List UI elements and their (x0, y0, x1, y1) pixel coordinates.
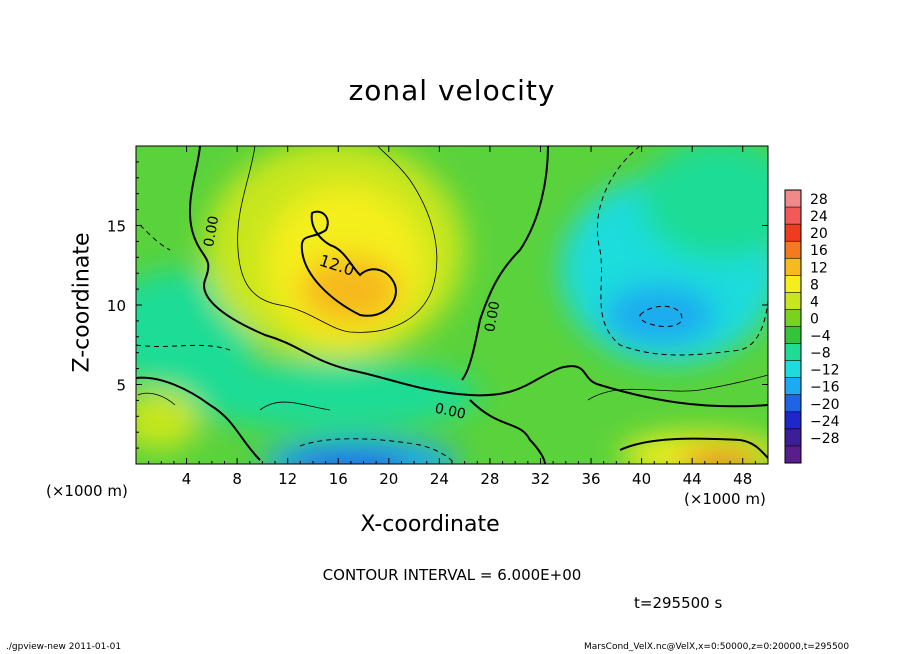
colorbar-label: −12 (810, 363, 840, 379)
negative-contours (136, 146, 768, 464)
colorbar-label: 16 (810, 243, 828, 259)
colorbar-label: 28 (810, 192, 828, 208)
colorbar-swatch (785, 190, 801, 208)
colorbar-swatch (785, 377, 801, 396)
x-tick-label: 8 (232, 470, 242, 488)
colorbar-swatch (785, 275, 801, 293)
chart-title: zonal velocity (348, 74, 556, 107)
colorbar-label: −24 (810, 414, 840, 430)
colorbar-swatch (785, 343, 801, 362)
x-unit-left: (×1000 m) (46, 482, 128, 500)
colorbar-swatch (785, 241, 801, 259)
contour-interval: CONTOUR INTERVAL = 6.000E+00 (322, 566, 582, 584)
colorbar-label: 12 (810, 260, 828, 276)
colorbar-swatch (785, 224, 801, 242)
x-tick-label: 36 (581, 470, 600, 488)
y-axis-ticks: 5 10 15 (107, 161, 768, 449)
x-tick-label: 32 (531, 470, 550, 488)
y-tick-label: 15 (107, 218, 126, 236)
colorbar-swatch (785, 428, 801, 447)
x-tick-label: 20 (379, 470, 398, 488)
x-tick-label: 4 (182, 470, 192, 488)
y-tick-label: 5 (116, 377, 126, 395)
colorbar-label: −16 (810, 380, 840, 396)
x-tick-label: 28 (480, 470, 499, 488)
x-tick-label: 24 (430, 470, 449, 488)
y-tick-label: 10 (107, 297, 126, 315)
x-tick-label: 40 (632, 470, 651, 488)
colorbar-label: −8 (810, 346, 831, 362)
time-stamp: t=295500 s (634, 594, 723, 612)
colorbar-swatch (785, 411, 801, 430)
x-tick-label: 48 (733, 470, 752, 488)
colorbar-swatch (785, 445, 801, 464)
y-axis-label: Z-coordinate (69, 232, 95, 373)
colorbar-swatch (785, 360, 801, 379)
colorbar-label: −20 (810, 397, 840, 413)
footer-right: MarsCond_VelX.nc@VelX,x=0:50000,z=0:2000… (584, 642, 850, 652)
colorbar-label: −28 (810, 431, 840, 447)
colorbar-label: 8 (810, 277, 819, 293)
heatmap-field: 0.00 12.0 0.00 0.00 (136, 146, 768, 464)
zero-contours (136, 146, 768, 464)
colorbar-swatch (785, 207, 801, 225)
colorbar-swatch (785, 394, 801, 413)
contour-label: 0.00 (482, 300, 503, 333)
x-tick-label: 44 (683, 470, 702, 488)
colorbar-label: 4 (810, 294, 819, 310)
footer-left: ./gpview-new 2011-01-01 (6, 642, 122, 652)
x-unit-right: (×1000 m) (684, 490, 766, 508)
colorbar-label: 20 (810, 226, 828, 242)
colorbar-swatch (785, 326, 801, 345)
colorbar-swatch (785, 258, 801, 276)
x-tick-label: 16 (329, 470, 348, 488)
colorbar-label: 0 (810, 311, 819, 327)
x-axis-ticks: 4 8 12 16 20 24 28 32 36 40 44 48 (148, 146, 756, 488)
contour-label: 0.00 (201, 215, 222, 248)
colorbar-swatch (785, 292, 801, 310)
colorbar-swatch (785, 309, 801, 327)
thin-contours (137, 146, 768, 411)
x-tick-label: 12 (278, 470, 297, 488)
colorbar-label: 24 (810, 209, 828, 225)
colorbar-label: −4 (810, 329, 831, 345)
contour-label: 0.00 (433, 401, 467, 423)
x-axis-label: X-coordinate (360, 512, 500, 537)
